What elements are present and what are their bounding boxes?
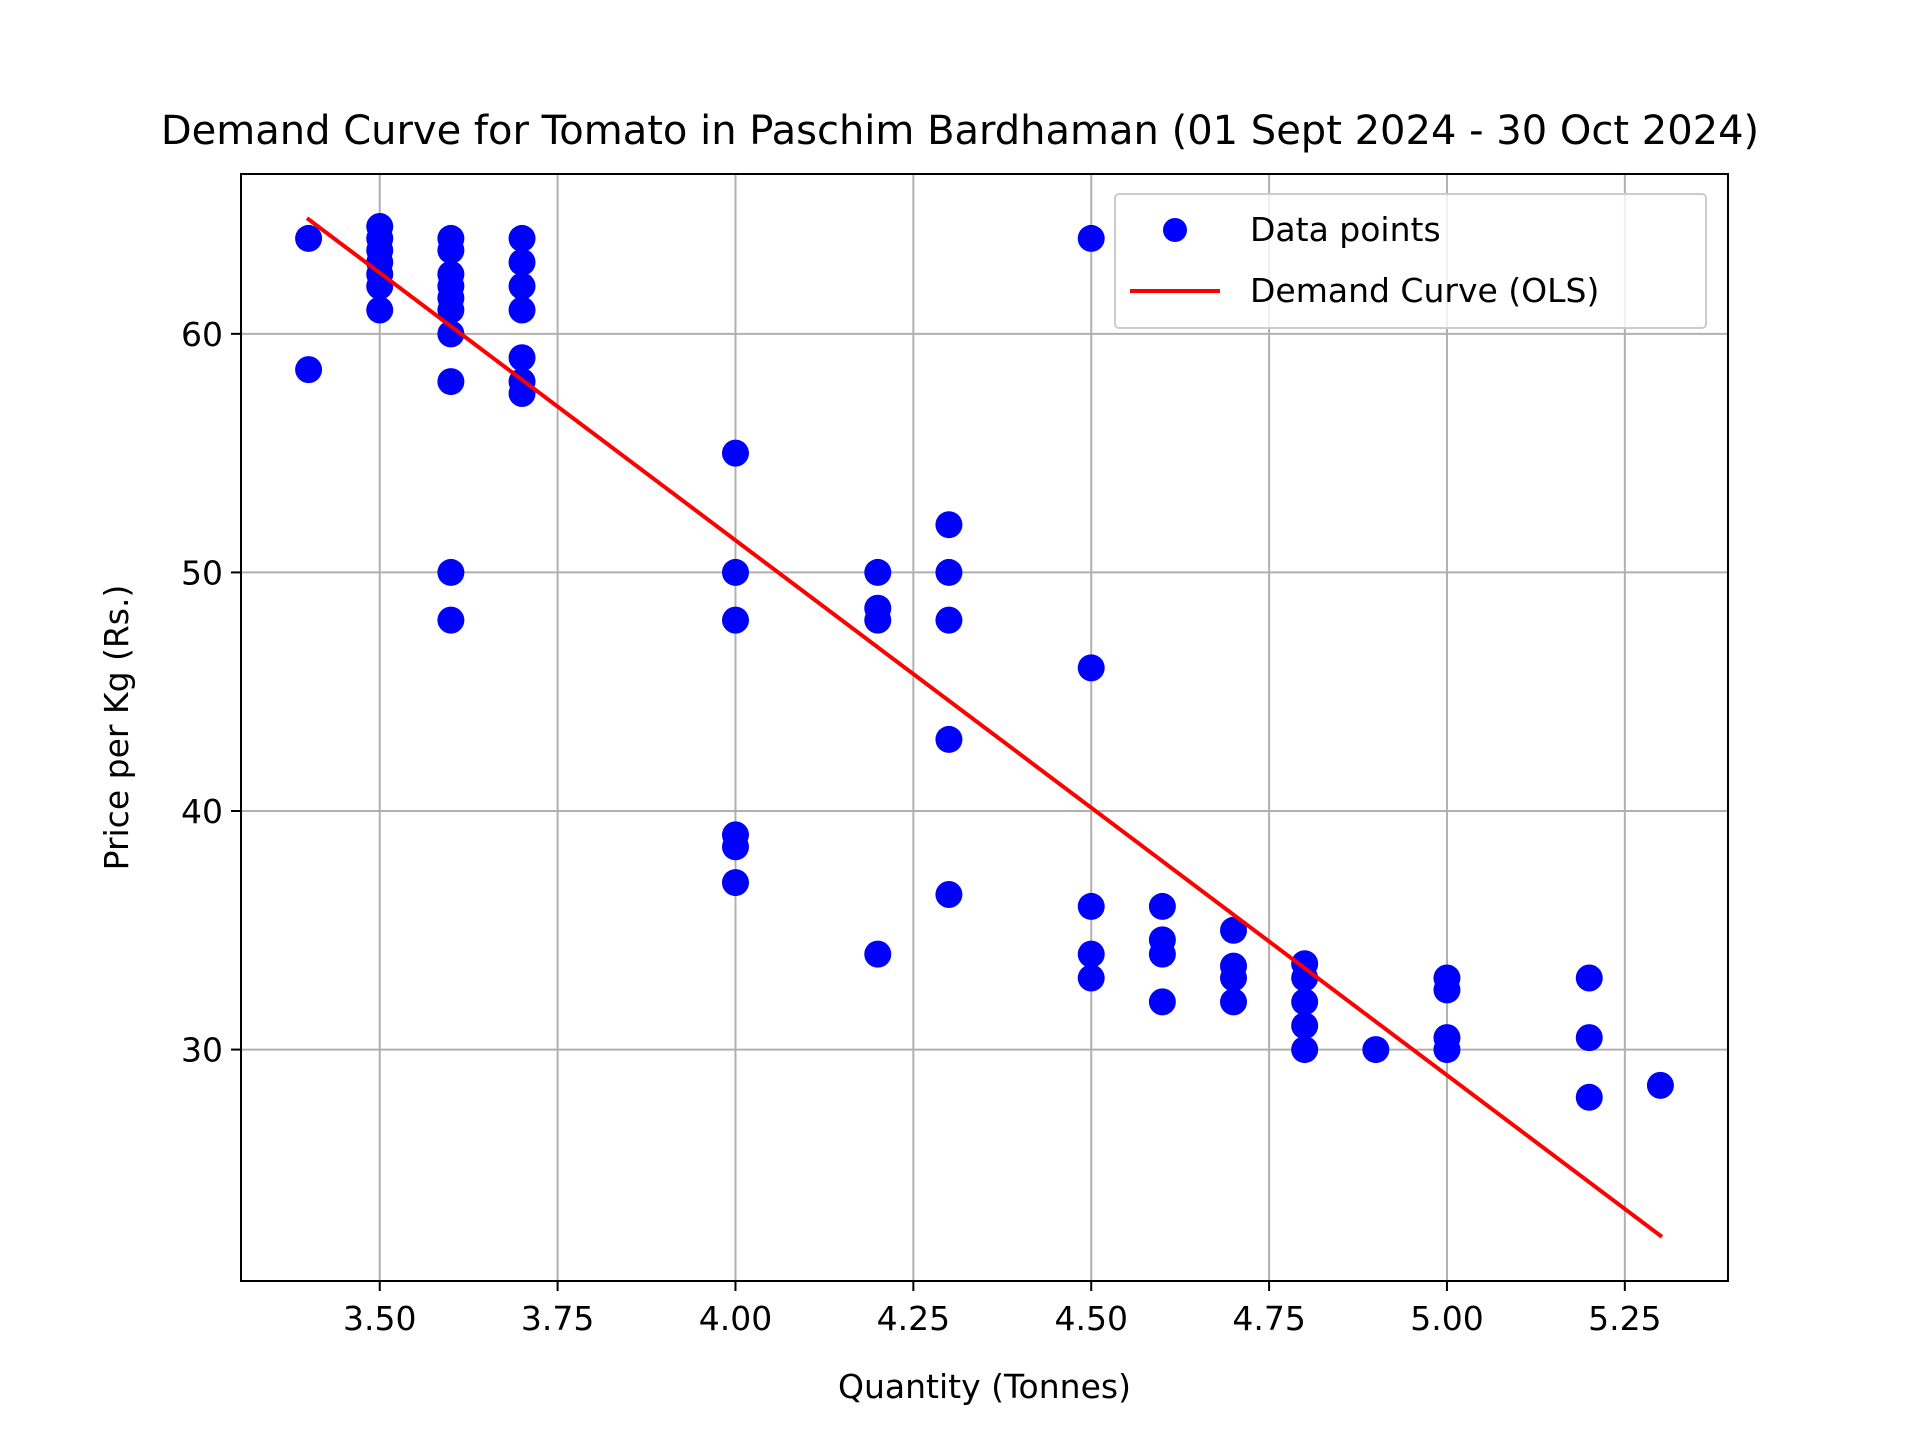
data-point — [508, 296, 536, 324]
data-point — [1646, 1071, 1674, 1099]
data-point — [295, 224, 323, 252]
data-point — [508, 379, 536, 407]
data-point — [721, 606, 749, 634]
data-point — [1077, 964, 1105, 992]
data-points-layer — [295, 212, 1674, 1111]
grid-layer — [241, 174, 1728, 1281]
data-point — [1220, 988, 1248, 1016]
data-point — [864, 940, 892, 968]
legend-label-demand-curve: Demand Curve (OLS) — [1250, 271, 1599, 310]
data-point — [721, 558, 749, 586]
data-point — [1291, 1036, 1319, 1064]
data-point — [1220, 916, 1248, 944]
legend-box — [1114, 193, 1707, 329]
ols-demand-line — [305, 216, 1664, 1239]
data-point — [508, 344, 536, 372]
x-tick-label: 3.75 — [521, 1299, 594, 1338]
data-point — [1077, 224, 1105, 252]
data-point — [1291, 1012, 1319, 1040]
legend: Data points Demand Curve (OLS) — [1114, 193, 1707, 329]
data-point — [1575, 1083, 1603, 1111]
y-tick-label: 60 — [181, 315, 223, 354]
data-point — [721, 869, 749, 897]
y-tick-label: 40 — [181, 792, 223, 831]
x-tick-label: 4.75 — [1232, 1299, 1305, 1338]
x-axis-label: Quantity (Tonnes) — [838, 1367, 1131, 1406]
data-point — [1220, 964, 1248, 992]
data-point — [1433, 976, 1461, 1004]
data-point — [1148, 940, 1176, 968]
axis-ticks-layer: 3.50 3.75 4.00 4.25 4.50 4.75 5.00 5.25 30 40 50 60 — [181, 315, 1662, 1338]
y-tick-label: 30 — [181, 1031, 223, 1070]
data-point — [1575, 964, 1603, 992]
x-tick-label: 5.25 — [1588, 1299, 1661, 1338]
data-point — [366, 272, 394, 300]
y-tick-label: 50 — [181, 553, 223, 592]
data-point — [864, 558, 892, 586]
data-point — [1077, 940, 1105, 968]
data-point — [1148, 988, 1176, 1016]
data-point — [366, 296, 394, 324]
x-tick-label: 4.50 — [1054, 1299, 1127, 1338]
data-point — [437, 368, 465, 396]
chart-title: Demand Curve for Tomato in Paschim Bardh… — [161, 108, 1759, 154]
data-point — [437, 296, 465, 324]
legend-marker-data-points — [1163, 218, 1187, 242]
data-point — [1575, 1024, 1603, 1052]
ols-line-layer — [305, 216, 1664, 1239]
data-point — [437, 558, 465, 586]
data-point — [721, 833, 749, 861]
data-point — [1291, 988, 1319, 1016]
data-point — [1077, 654, 1105, 682]
data-point — [508, 248, 536, 276]
data-point — [508, 272, 536, 300]
data-point — [935, 511, 963, 539]
legend-label-data-points: Data points — [1250, 210, 1441, 249]
data-point — [437, 606, 465, 634]
x-tick-label: 5.00 — [1410, 1299, 1483, 1338]
data-point — [508, 224, 536, 252]
data-point — [1433, 1036, 1461, 1064]
data-point — [437, 320, 465, 348]
data-point — [437, 236, 465, 264]
data-point — [721, 439, 749, 467]
x-tick-label: 3.50 — [343, 1299, 416, 1338]
data-point — [935, 606, 963, 634]
data-point — [1362, 1036, 1390, 1064]
data-point — [864, 606, 892, 634]
data-point — [935, 558, 963, 586]
data-point — [935, 881, 963, 909]
data-point — [295, 356, 323, 384]
data-point — [935, 725, 963, 753]
x-tick-label: 4.25 — [877, 1299, 950, 1338]
data-point — [1148, 892, 1176, 920]
y-axis-label: Price per Kg (Rs.) — [97, 585, 136, 871]
plot-frame — [240, 173, 1729, 1282]
data-point — [1077, 892, 1105, 920]
x-tick-label: 4.00 — [699, 1299, 772, 1338]
